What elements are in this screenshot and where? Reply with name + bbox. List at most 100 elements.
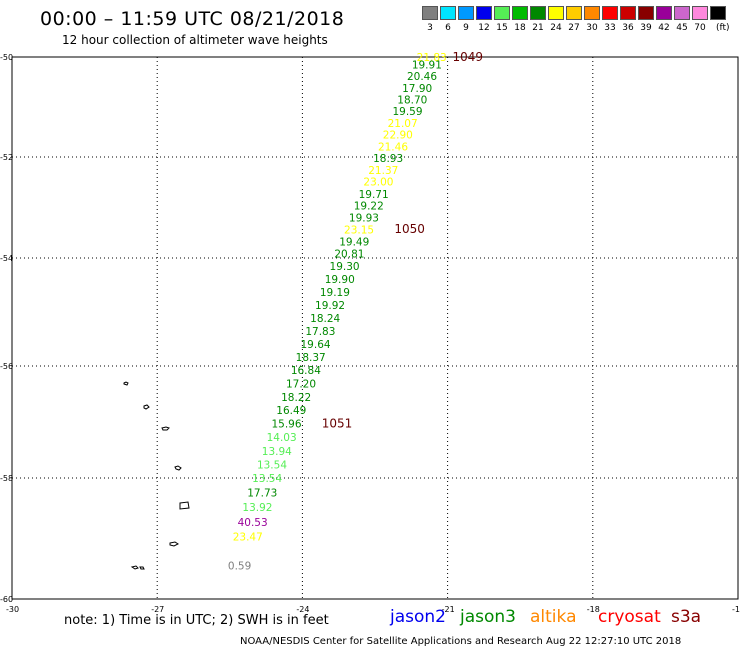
lat-tick-label: -54: [0, 254, 13, 263]
wave-height-value: 20.46: [407, 71, 437, 83]
legend-swatch: [602, 6, 618, 20]
legend-unit: (ft): [716, 23, 730, 33]
legend-label: 24: [550, 23, 562, 33]
island-shape: [169, 541, 179, 547]
footnote: note: 1) Time is in UTC; 2) SWH is in fe…: [64, 613, 329, 628]
satellite-name: cryosat: [598, 607, 661, 627]
legend-swatch: [512, 6, 528, 20]
wave-height-value: 14.03: [267, 432, 297, 444]
lat-tick-label: -60: [0, 595, 13, 604]
wave-height-value: 18.37: [296, 352, 326, 364]
observations: 21.8319.9120.4617.9018.7019.5921.0722.90…: [228, 52, 447, 573]
legend-swatch: [440, 6, 456, 20]
wave-height-value: 40.53: [238, 517, 268, 529]
island-shape: [174, 465, 182, 471]
wave-height-value: 21.46: [378, 142, 408, 154]
wave-height-value: 17.73: [247, 488, 277, 500]
wave-height-value: 18.70: [397, 95, 427, 107]
wave-height-value: 19.30: [330, 261, 360, 273]
wave-height-value: 21.37: [368, 165, 398, 177]
island-shape: [123, 381, 129, 386]
wave-height-value: 18.93: [373, 153, 403, 165]
wave-height-value: 19.90: [325, 274, 355, 286]
wave-height-value: 23.15: [344, 225, 374, 237]
legend-label: 39: [640, 23, 652, 33]
lat-tick-label: -56: [0, 362, 13, 371]
island-shape: [143, 404, 150, 410]
legend-swatch: [584, 6, 600, 20]
lon-tick-label: -18: [587, 605, 600, 614]
wave-height-value: 13.54: [257, 460, 287, 472]
wave-height-value: 17.90: [402, 83, 432, 95]
island-shape: [161, 426, 170, 431]
legend-swatch: [638, 6, 654, 20]
island-shape: [179, 501, 190, 510]
axis-labels: -50 -52 -54 -56 -58 -60-30 -27 -24 -21 -18 -15: [0, 53, 740, 614]
satellite-name: s3a: [671, 607, 702, 627]
lat-tick-label: -58: [0, 474, 13, 483]
legend-label: 42: [658, 23, 670, 33]
legend-label: 36: [622, 23, 634, 33]
wave-height-value: 13.92: [242, 502, 272, 514]
wave-height-value: 19.49: [339, 236, 369, 248]
legend-label: 18: [514, 23, 526, 33]
legend-swatch: [494, 6, 510, 20]
legend-label: 33: [604, 23, 616, 33]
legend-swatch: [692, 6, 708, 20]
islands: [123, 381, 190, 570]
wave-height-value: 20.81: [334, 248, 364, 260]
page-subtitle: 12 hour collection of altimeter wave hei…: [62, 33, 328, 47]
pass-number-label: 1050: [394, 222, 425, 236]
wave-height-value: 17.83: [305, 326, 335, 338]
pass-number-label: 1049: [452, 50, 483, 64]
pass-number-label: 1051: [322, 417, 353, 431]
lat-tick-label: -50: [0, 53, 13, 62]
legend-label: 70: [694, 23, 706, 33]
wave-height-value: 0.59: [228, 561, 251, 573]
lon-tick-label: -24: [296, 605, 309, 614]
satellite-name: jason3: [460, 607, 516, 627]
wave-height-value: 15.96: [271, 419, 301, 431]
legend-swatch: [476, 6, 492, 20]
lon-tick-label: -21: [442, 605, 455, 614]
legend-label: 9: [463, 23, 469, 33]
legend-label: 3: [427, 23, 433, 33]
legend-swatch: [566, 6, 582, 20]
legend-label: 12: [478, 23, 490, 33]
credit-line: NOAA/NESDIS Center for Satellite Applica…: [240, 636, 682, 647]
legend-swatch: [458, 6, 474, 20]
wave-height-value: 19.22: [354, 200, 384, 212]
wave-height-value: 21.83: [417, 52, 447, 64]
legend-swatch: [422, 6, 438, 20]
lon-tick-label: -27: [151, 605, 164, 614]
wave-height-value: 19.59: [392, 106, 422, 118]
wave-height-value: 13.54: [252, 473, 282, 485]
pass-labels: 1049 1050 1051: [322, 50, 483, 431]
wave-height-value: 13.94: [262, 446, 292, 458]
page-title: 00:00 – 11:59 UTC 08/21/2018: [40, 8, 345, 30]
wave-height-value: 23.47: [233, 532, 263, 544]
wave-height-value: 16.49: [276, 405, 306, 417]
satellite-name: jason2: [390, 607, 446, 627]
legend-label: 15: [496, 23, 508, 33]
wave-height-value: 19.19: [320, 287, 350, 299]
lat-tick-label: -52: [0, 153, 13, 162]
wave-height-value: 19.93: [349, 213, 379, 225]
legend-swatch: [548, 6, 564, 20]
legend-swatch: [620, 6, 636, 20]
wave-height-value: 21.07: [388, 118, 418, 130]
legend-label: 21: [532, 23, 544, 33]
lon-tick-label: -15: [732, 605, 740, 614]
legend-swatch: [656, 6, 672, 20]
wave-height-value: 17.20: [286, 378, 316, 390]
wave-height-value: 16.84: [291, 365, 321, 377]
wave-height-value: 18.22: [281, 392, 311, 404]
wave-height-value: 22.90: [383, 130, 413, 142]
wave-height-value: 19.91: [412, 60, 442, 72]
grid-lines: [12, 57, 738, 599]
legend-swatch: [710, 6, 726, 20]
lon-tick-label: -30: [6, 605, 19, 614]
legend-label: 30: [586, 23, 598, 33]
wave-height-value: 23.00: [363, 177, 393, 189]
